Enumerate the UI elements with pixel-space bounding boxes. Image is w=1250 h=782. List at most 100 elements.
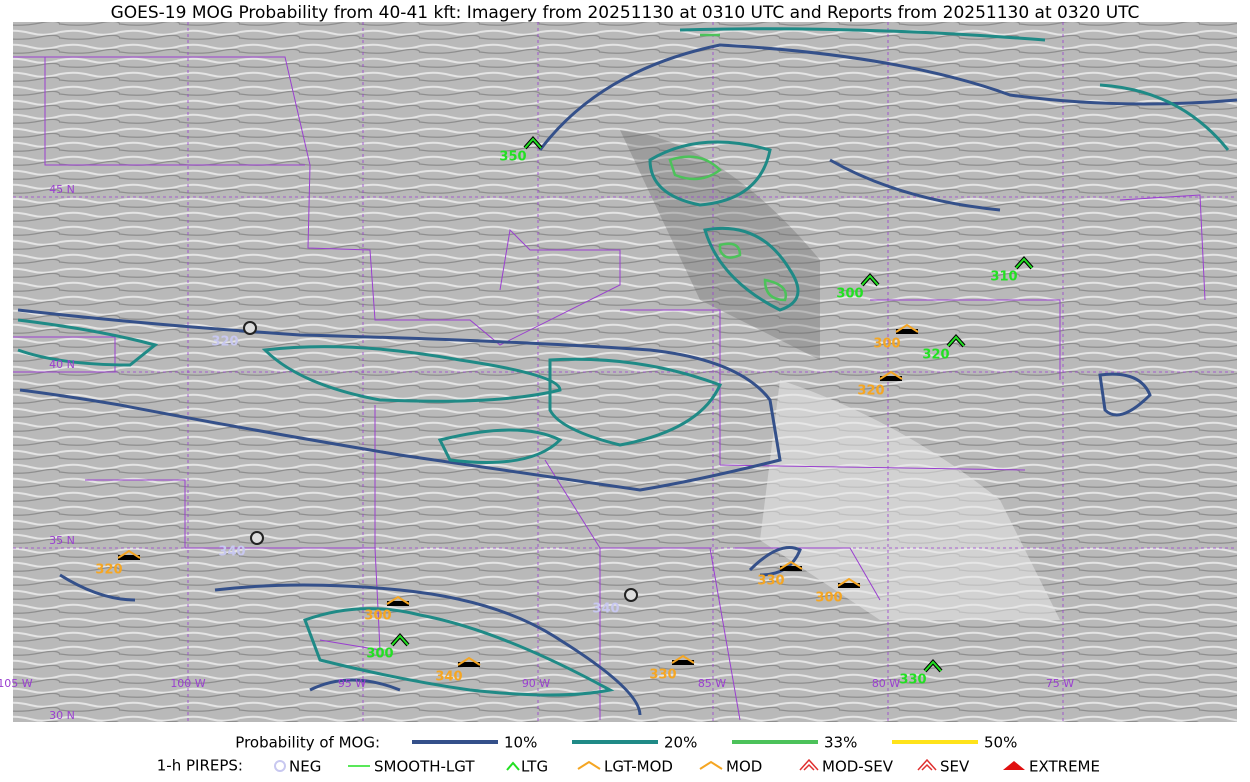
legend-label: 10% <box>504 734 537 752</box>
legend-label: NEG <box>289 758 321 776</box>
legend-label: LTG <box>521 758 548 776</box>
latitude-label: 30 N <box>49 709 75 722</box>
pirep-altitude: 300 <box>815 591 842 606</box>
legend-label: EXTREME <box>1029 758 1100 776</box>
lgt-mod-symbol <box>387 601 409 606</box>
longitude-label: 75 W <box>1046 677 1074 690</box>
lgt-mod-symbol <box>895 323 919 333</box>
legend-title: Probability of MOG: <box>235 734 380 752</box>
neg-symbol <box>243 321 257 335</box>
pirep-altitude: 330 <box>899 673 926 688</box>
cloud-field <box>760 380 1060 620</box>
legend-label: SEV <box>940 758 970 776</box>
latitude-label: 35 N <box>49 534 75 547</box>
ltg-symbol <box>391 634 409 646</box>
pirep: 340 <box>592 588 638 617</box>
pirep: 330 <box>757 560 803 589</box>
lgt-mod-symbol <box>672 660 694 665</box>
contour-10 <box>59 43 1238 716</box>
lgt-mod-symbol <box>457 656 481 666</box>
grid-labels: 45 N 40 N 35 N 30 N 105 W 100 W 95 W 90 W 85 W 80… <box>0 183 1074 722</box>
legend-symbol <box>917 758 937 771</box>
pirep-altitude: 310 <box>990 270 1017 285</box>
pirep-altitude: 300 <box>366 647 393 662</box>
legend-symbol <box>699 760 723 770</box>
longitude-label: 100 W <box>170 677 205 690</box>
state-borders <box>13 56 1206 721</box>
latitude-label: 45 N <box>49 183 75 196</box>
contour-10 <box>748 372 1152 577</box>
border <box>13 56 621 346</box>
lgt-mod-symbol <box>838 583 860 588</box>
legend-label: 50% <box>984 734 1017 752</box>
contour-20 <box>17 27 1230 697</box>
pirep-altitude: 340 <box>218 545 245 560</box>
longitude-label: 90 W <box>522 677 550 690</box>
map-area: 45 N 40 N 35 N 30 N 105 W 100 W 95 W 90 W 85 W 80… <box>0 22 1238 722</box>
pirep: 320 <box>211 321 257 350</box>
lgt-mod-symbol <box>779 560 803 570</box>
longitude-label: 95 W <box>338 677 366 690</box>
pirep: 320 <box>95 549 141 578</box>
pirep-altitude: 330 <box>649 668 676 683</box>
border <box>600 194 1206 721</box>
legend-label: 20% <box>664 734 697 752</box>
lgt-mod-symbol <box>458 662 480 667</box>
pirep-altitude: 300 <box>364 609 391 624</box>
pirep-altitude: 320 <box>95 563 122 578</box>
legend-symbol <box>799 758 819 771</box>
pirep-altitude: 340 <box>435 670 462 685</box>
legend-label: LGT-MOD <box>604 758 673 776</box>
legend-symbol <box>274 760 286 772</box>
neg-symbol <box>624 588 638 602</box>
pirep-altitude: 320 <box>211 335 238 350</box>
ltg-symbol <box>1015 257 1033 269</box>
pirep: 300 <box>815 577 861 606</box>
legend-title: 1-h PIREPS: <box>157 757 243 775</box>
ltg-symbol <box>947 335 965 347</box>
pirep: 320 <box>922 333 966 363</box>
lgt-mod-symbol <box>880 376 902 381</box>
lgt-mod-symbol <box>879 370 903 380</box>
pirep-altitude: 330 <box>757 574 784 589</box>
pirep: 330 <box>649 654 695 683</box>
lgt-mod-symbol <box>780 566 802 571</box>
pirep: 300 <box>836 272 880 302</box>
lgt-mod-symbol <box>118 555 140 560</box>
pirep: 300 <box>873 323 919 352</box>
pirep-altitude: 320 <box>857 384 884 399</box>
title: GOES-19 MOG Probability from 40-41 kft: … <box>111 3 1140 23</box>
lgt-mod-symbol <box>837 577 861 587</box>
legend-label: MOD-SEV <box>822 758 894 776</box>
lgt-mod-symbol <box>117 549 141 559</box>
legend-symbol <box>506 761 520 771</box>
contour-10 <box>17 308 782 492</box>
border <box>13 57 601 720</box>
legend-symbol <box>577 760 601 770</box>
legend-label: 33% <box>824 734 857 752</box>
contour-20 <box>261 345 723 464</box>
longitude-label: 85 W <box>698 677 726 690</box>
probability-contours <box>17 27 1238 716</box>
legend: Probability of MOG: 1-h PIREPS: 10% 20% 33… <box>157 734 1100 776</box>
longitude-label: 105 W <box>0 677 33 690</box>
legend-label: SMOOTH-LGT <box>374 758 475 776</box>
pirep: 340 <box>218 531 264 560</box>
pirep: 300 <box>366 632 410 662</box>
pirep: 300 <box>364 595 410 624</box>
pirep: 330 <box>899 658 943 688</box>
lgt-mod-symbol <box>896 329 918 334</box>
contour-33 <box>668 33 788 302</box>
lgt-mod-symbol <box>671 654 695 664</box>
pirep-altitude: 300 <box>873 337 900 352</box>
graticule <box>13 22 1237 722</box>
pirep-altitude: 320 <box>922 348 949 363</box>
legend-symbol <box>1003 761 1025 770</box>
ltg-symbol <box>861 274 879 286</box>
longitude-label: 80 W <box>872 677 900 690</box>
neg-symbol <box>250 531 264 545</box>
pirep: 320 <box>857 370 903 399</box>
latitude-label: 40 N <box>49 358 75 371</box>
